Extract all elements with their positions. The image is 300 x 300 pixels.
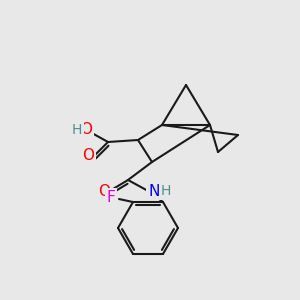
Text: H: H <box>72 123 82 137</box>
Text: O: O <box>82 148 94 164</box>
Text: O: O <box>98 184 110 199</box>
Text: H: H <box>161 184 171 198</box>
Text: F: F <box>106 190 116 205</box>
Text: O: O <box>80 122 92 137</box>
Text: N: N <box>148 184 160 199</box>
